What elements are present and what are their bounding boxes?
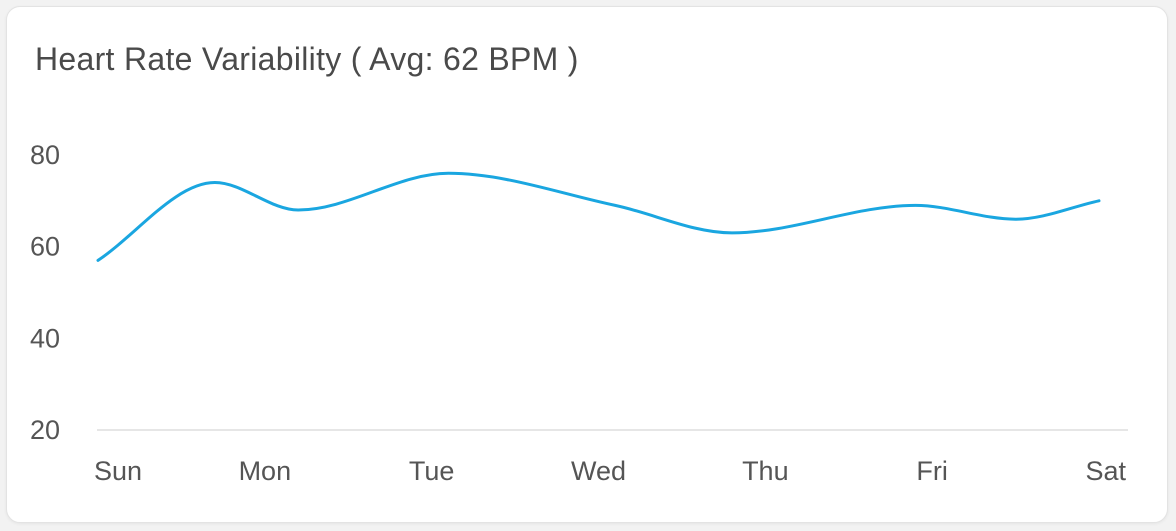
x-tick-label: Sat: [1085, 456, 1126, 486]
x-tick-label: Fri: [916, 456, 947, 486]
x-tick-label: Mon: [239, 456, 292, 486]
series-line-hrv: [96, 171, 1101, 262]
chart-card: Heart Rate Variability ( Avg: 62 BPM ): [6, 6, 1168, 523]
y-tick-label: 60: [30, 232, 60, 262]
x-tick-label: Tue: [409, 456, 455, 486]
x-tick-label: Wed: [571, 456, 626, 486]
x-tick-label: Sun: [94, 456, 142, 486]
chart-title: Heart Rate Variability ( Avg: 62 BPM ): [35, 41, 579, 77]
y-axis-ticks: 80 60 40 20: [30, 140, 60, 445]
x-axis-ticks: Sun Mon Tue Wed Thu Fri Sat: [94, 456, 1126, 486]
y-tick-label: 80: [30, 140, 60, 170]
x-tick-label: Thu: [742, 456, 789, 486]
y-tick-label: 40: [30, 323, 60, 353]
y-tick-label: 20: [30, 415, 60, 445]
